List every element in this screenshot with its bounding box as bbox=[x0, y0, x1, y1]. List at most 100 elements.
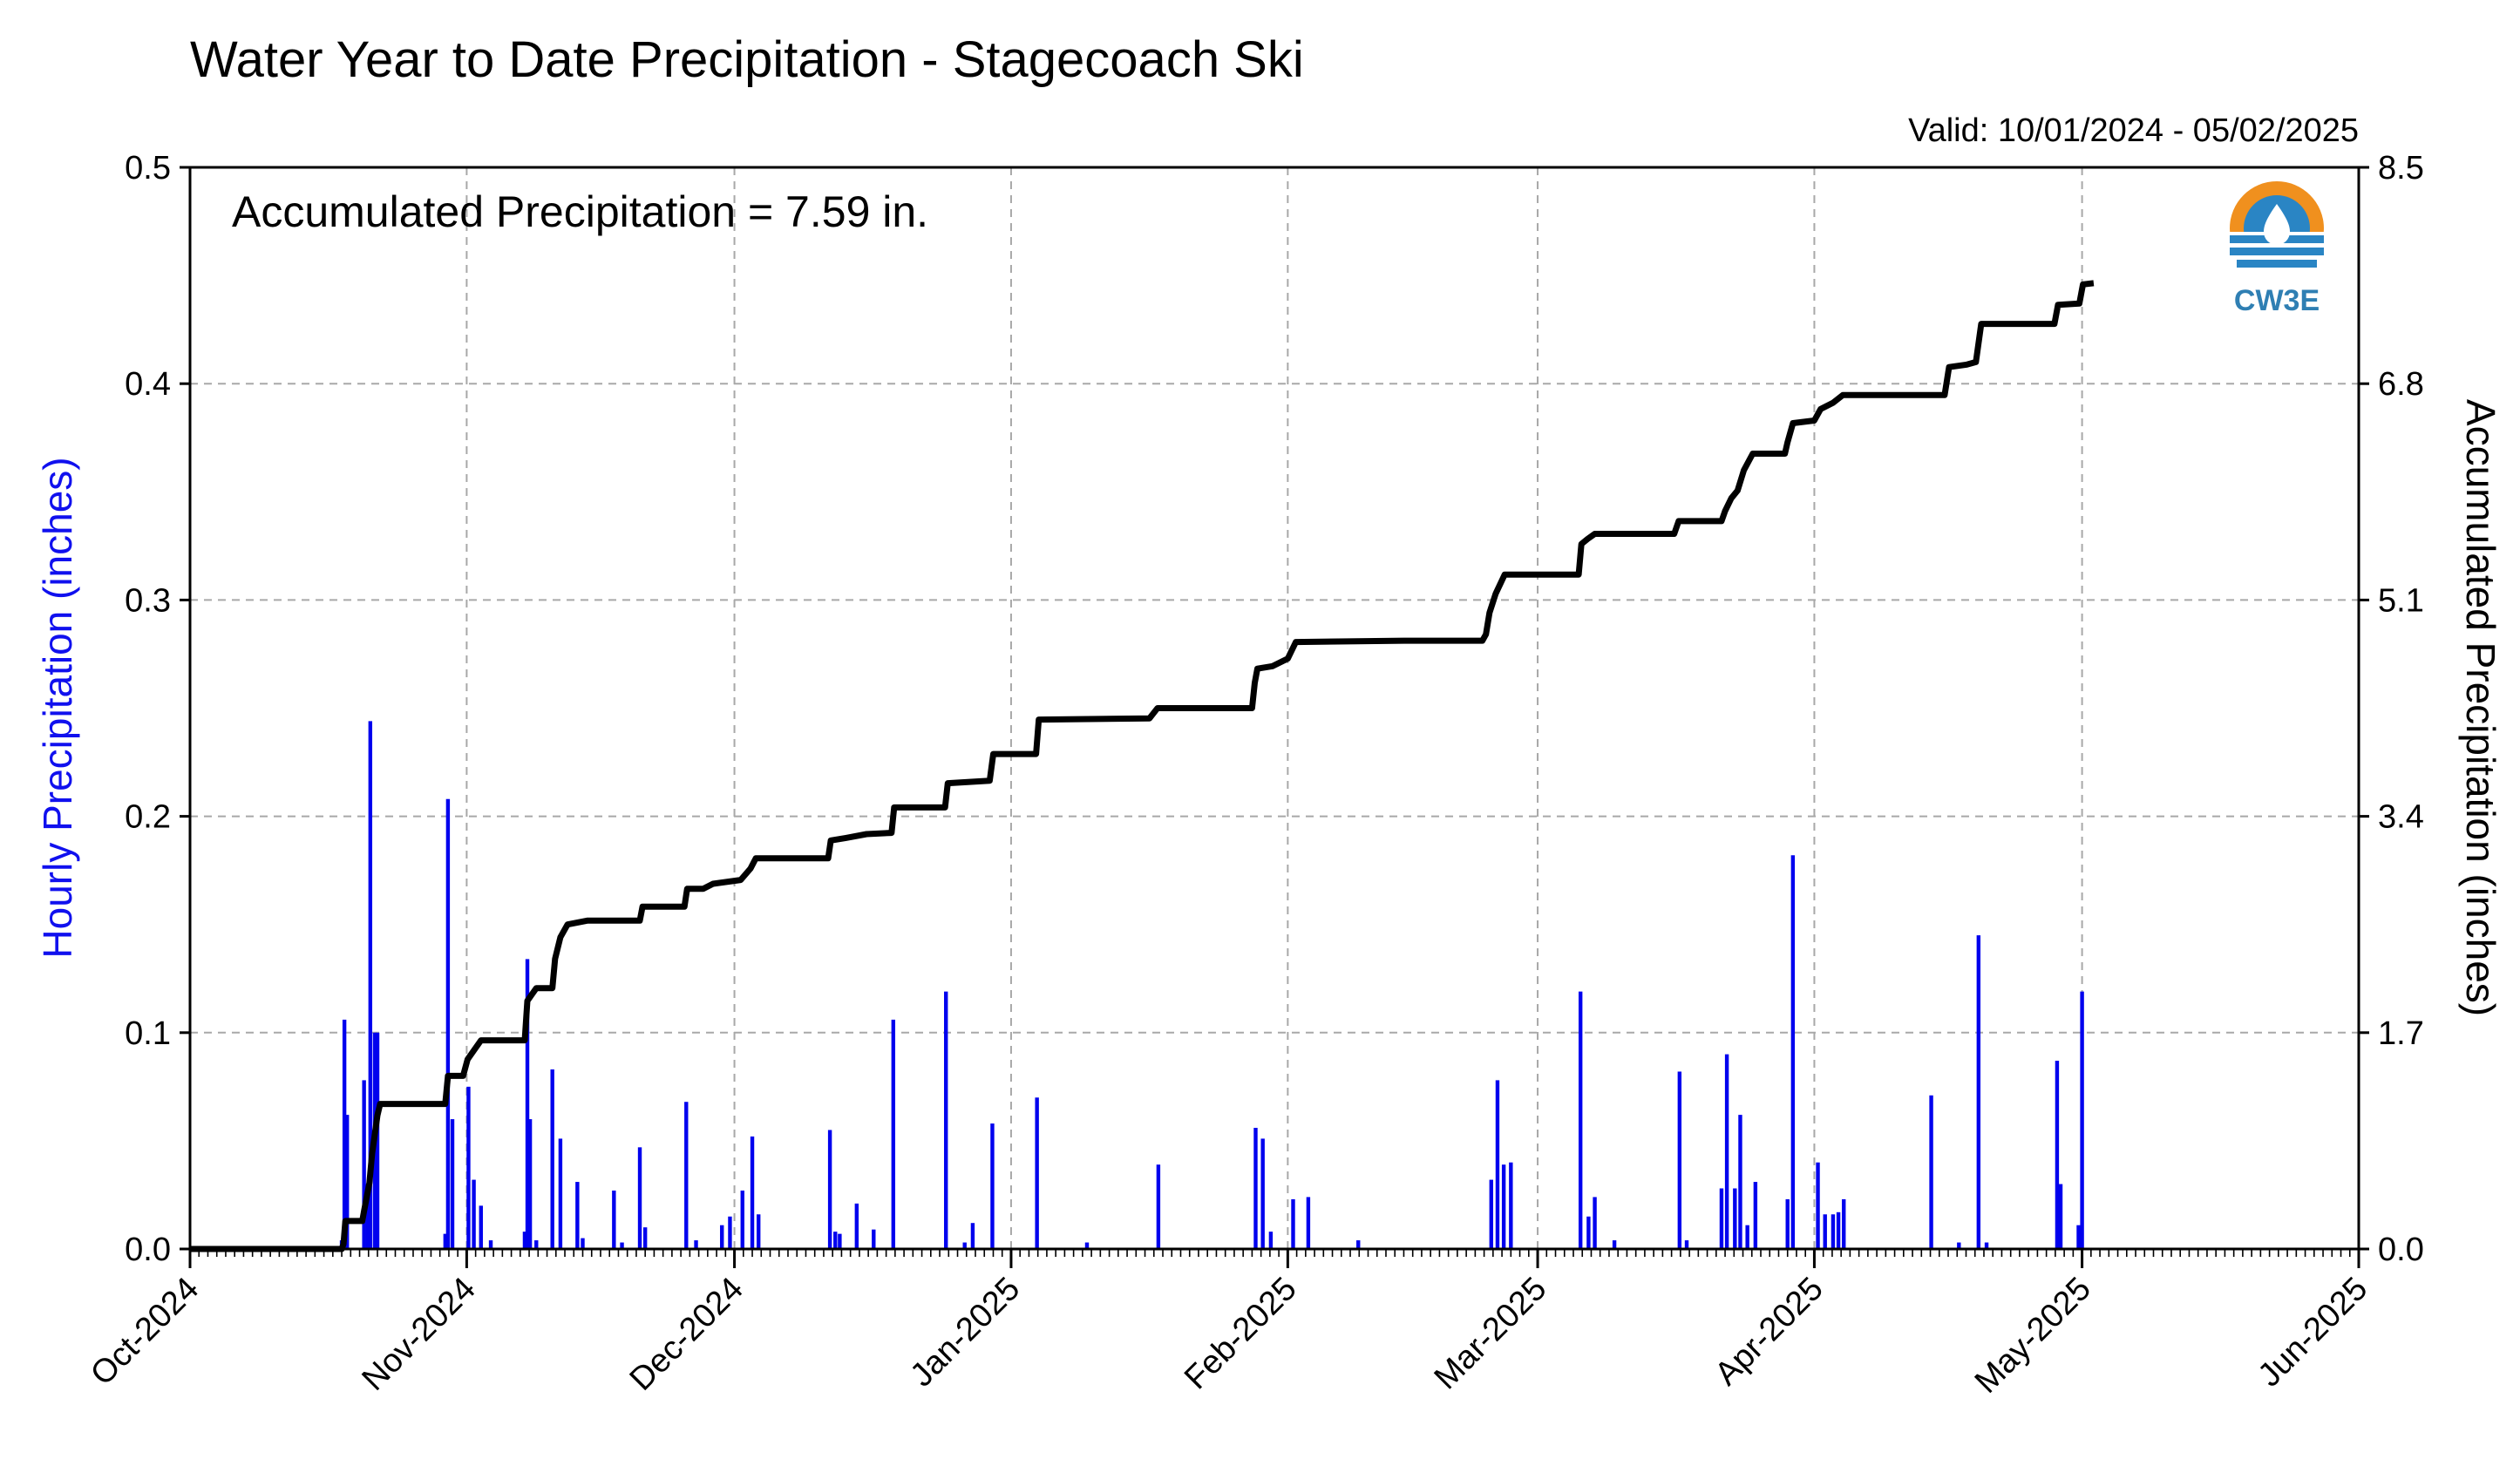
chart-title: Water Year to Date Precipitation - Stage… bbox=[190, 31, 1304, 88]
hourly-bar bbox=[620, 1242, 624, 1249]
hourly-bar bbox=[1929, 1095, 1933, 1249]
hourly-bar bbox=[1745, 1225, 1749, 1249]
hourly-bar bbox=[362, 1080, 366, 1249]
hourly-bar bbox=[1842, 1198, 1846, 1249]
x-tick-label: Apr-2025 bbox=[1708, 1271, 1831, 1393]
hourly-bar bbox=[1356, 1240, 1361, 1249]
right-y-tick-label: 0.0 bbox=[2378, 1232, 2424, 1268]
hourly-bar bbox=[527, 1119, 533, 1249]
x-axis-tick-labels: Oct-2024 Nov-2024 Dec-2024 Jan-2025 Feb-2025… bbox=[84, 1271, 2374, 1401]
hourly-bar bbox=[443, 1233, 448, 1249]
hourly-bar bbox=[1816, 1162, 1820, 1249]
hourly-bar bbox=[522, 1232, 527, 1249]
right-y-tick-label: 5.1 bbox=[2378, 582, 2424, 619]
hourly-bar bbox=[342, 1019, 347, 1249]
hourly-bar bbox=[550, 1069, 554, 1249]
hourly-bar bbox=[1823, 1214, 1827, 1249]
x-tick-label: Jun-2025 bbox=[2252, 1271, 2375, 1395]
hourly-bar bbox=[1084, 1242, 1090, 1249]
hourly-bar bbox=[637, 1147, 642, 1249]
hourly-bar bbox=[479, 1205, 483, 1249]
right-y-tick-label: 3.4 bbox=[2378, 799, 2424, 836]
hourly-bar bbox=[472, 1179, 476, 1249]
hourly-bar bbox=[1984, 1242, 1989, 1249]
x-tick-label: Dec-2024 bbox=[623, 1271, 751, 1398]
logo-drop-icon bbox=[2264, 204, 2290, 245]
hourly-bar bbox=[1593, 1197, 1597, 1249]
hourly-bar bbox=[1253, 1128, 1258, 1249]
hourly-bar bbox=[581, 1238, 585, 1249]
right-y-tick-label: 1.7 bbox=[2378, 1015, 2424, 1052]
left-y-tick-label: 0.4 bbox=[125, 366, 171, 403]
hourly-bar bbox=[612, 1190, 616, 1249]
right-y-tick-label: 6.8 bbox=[2378, 366, 2424, 403]
hourly-bar bbox=[1612, 1240, 1617, 1249]
hourly-bar bbox=[833, 1232, 838, 1249]
x-tick-label: Jan-2025 bbox=[904, 1271, 1028, 1395]
x-tick-label: Nov-2024 bbox=[356, 1271, 483, 1398]
right-y-tick-label: 8.5 bbox=[2378, 150, 2424, 187]
hourly-bar bbox=[1785, 1198, 1790, 1249]
grid-lines bbox=[190, 167, 2359, 1249]
hourly-bar bbox=[684, 1102, 689, 1249]
hourly-bar bbox=[757, 1214, 761, 1249]
hourly-bar bbox=[1790, 855, 1796, 1249]
logo-text: CW3E bbox=[2234, 284, 2320, 317]
hourly-bar bbox=[720, 1225, 724, 1249]
hourly-bar bbox=[962, 1242, 967, 1249]
hourly-bar bbox=[2076, 1225, 2081, 1249]
hourly-bar bbox=[450, 1119, 455, 1249]
hourly-bar bbox=[534, 1240, 539, 1249]
hourly-bar bbox=[1260, 1138, 1265, 1249]
left-y-tick-label: 0.2 bbox=[125, 799, 171, 836]
hourly-bar bbox=[854, 1203, 859, 1249]
accumulated-precipitation-annotation: Accumulated Precipitation = 7.59 in. bbox=[232, 187, 928, 236]
hourly-bar bbox=[1291, 1198, 1295, 1249]
hourly-bar bbox=[990, 1123, 995, 1249]
hourly-bar bbox=[2080, 991, 2084, 1249]
hourly-bar bbox=[1495, 1080, 1500, 1249]
right-axis-label: Accumulated Precipitation (inches) bbox=[2458, 399, 2503, 1016]
hourly-bar bbox=[740, 1190, 744, 1249]
hourly-bar bbox=[2055, 1061, 2060, 1249]
hourly-bar bbox=[525, 959, 530, 1249]
left-axis-tick-labels: 0.0 0.1 0.2 0.3 0.4 0.5 bbox=[125, 150, 171, 1268]
hourly-bar bbox=[1836, 1211, 1841, 1249]
hourly-bar bbox=[944, 991, 948, 1249]
hourly-bar bbox=[365, 1184, 370, 1249]
valid-date-range: Valid: 10/01/2024 - 05/02/2025 bbox=[1908, 112, 2359, 149]
x-tick-label: Feb-2025 bbox=[1178, 1271, 1304, 1397]
hourly-bar bbox=[1509, 1162, 1513, 1249]
hourly-bar bbox=[1738, 1115, 1742, 1249]
hourly-bar bbox=[1957, 1242, 1961, 1249]
hourly-bar bbox=[345, 1115, 350, 1249]
hourly-bar bbox=[1831, 1214, 1836, 1249]
hourly-bar bbox=[558, 1138, 563, 1249]
hourly-bar bbox=[694, 1240, 698, 1249]
hourly-bar bbox=[1489, 1179, 1493, 1249]
hourly-bar bbox=[1268, 1232, 1274, 1249]
hourly-bar bbox=[1733, 1188, 1737, 1249]
left-y-tick-label: 0.1 bbox=[125, 1015, 171, 1052]
left-axis-label: Hourly Precipitation (inches) bbox=[35, 457, 80, 958]
hourly-precipitation-bars bbox=[339, 721, 2084, 1249]
hourly-bar bbox=[838, 1233, 842, 1249]
hourly-bar bbox=[1976, 935, 1981, 1249]
hourly-bar bbox=[575, 1182, 580, 1249]
hourly-bar bbox=[891, 1019, 896, 1249]
plot-frame bbox=[188, 166, 2360, 1251]
right-axis-tick-labels: 0.0 1.7 3.4 5.1 6.8 8.5 bbox=[2378, 150, 2424, 1268]
hourly-bar bbox=[1501, 1164, 1506, 1249]
left-y-tick-label: 0.3 bbox=[125, 582, 171, 619]
x-tick-label: Mar-2025 bbox=[1428, 1271, 1554, 1397]
hourly-bar bbox=[970, 1223, 975, 1249]
hourly-bar bbox=[827, 1130, 832, 1249]
hourly-bar bbox=[488, 1240, 493, 1249]
accumulated-precipitation-line-group bbox=[190, 280, 2095, 1252]
hourly-bar bbox=[728, 1216, 732, 1249]
hourly-bar bbox=[1586, 1216, 1591, 1249]
logo-wave-3 bbox=[2237, 260, 2317, 268]
hourly-bar bbox=[750, 1136, 755, 1249]
left-y-tick-label: 0.0 bbox=[125, 1232, 171, 1268]
